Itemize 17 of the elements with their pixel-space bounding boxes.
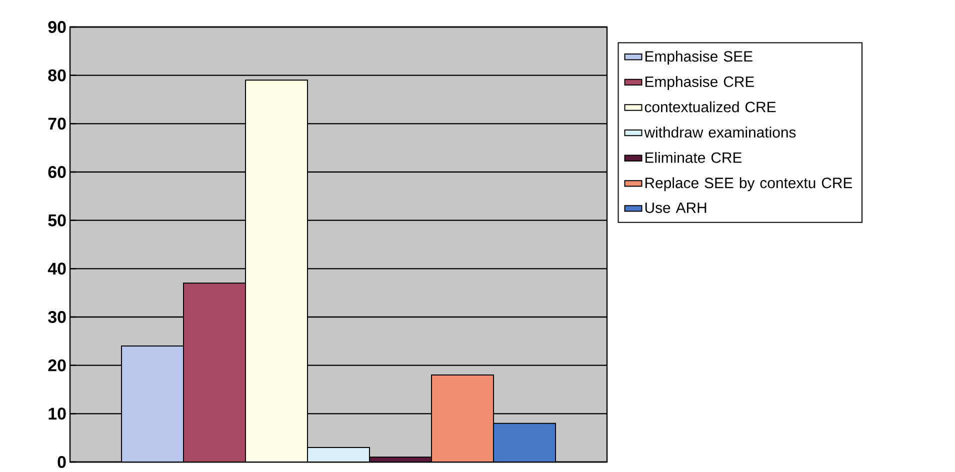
legend-label: Emphasise CRE — [645, 76, 754, 90]
y-tick-label: 0 — [58, 456, 66, 468]
y-tick-label: 70 — [48, 118, 66, 130]
y-tick-label: 30 — [48, 310, 66, 324]
y-tick-label: 80 — [48, 69, 66, 82]
y-tick-label: 20 — [48, 359, 66, 372]
y-tick-label: 60 — [48, 166, 66, 178]
legend-label: Emphasise SEE — [645, 50, 752, 65]
legend-label: contextualized CRE — [644, 101, 776, 112]
legend-label: Use ARH — [645, 202, 706, 213]
legend-label: withdraw examinations — [644, 126, 796, 138]
y-tick-label: 40 — [48, 262, 66, 275]
legend-label: Eliminate CRE — [645, 152, 742, 163]
legend-label: Replace SEE by contextu CRE — [645, 177, 852, 192]
y-tick-label: 10 — [48, 408, 66, 420]
y-tick-label: 50 — [48, 214, 66, 226]
y-tick-label: 90 — [48, 21, 66, 34]
